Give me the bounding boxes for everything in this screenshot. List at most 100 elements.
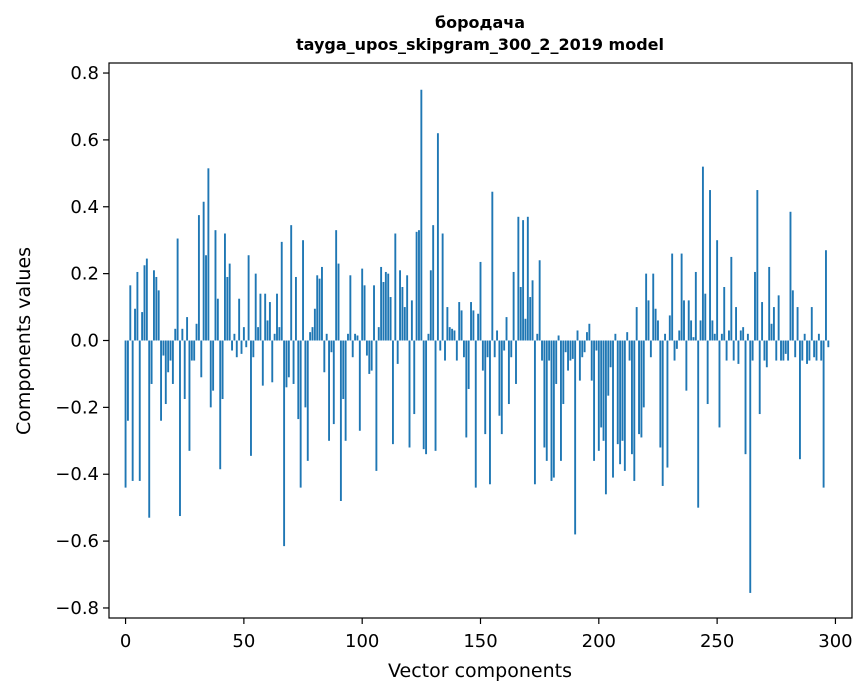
bar [441,233,444,341]
bar [647,300,650,341]
bar [730,256,733,341]
bar [699,320,702,341]
bar [306,340,309,461]
bar [349,275,352,341]
y-tick-label: 0.2 [70,264,99,285]
bar [420,89,423,341]
bar [188,340,191,451]
bar [827,340,830,348]
bar [247,255,250,341]
bar [654,308,657,341]
bar [126,340,129,421]
bar [765,340,768,368]
bar [226,276,229,341]
bar [628,340,631,361]
bar [742,327,745,341]
bar [657,320,659,341]
bar [649,340,652,358]
bar [595,340,598,351]
bar [789,211,792,341]
bar [642,340,645,408]
bar [136,271,139,341]
bar [124,340,127,488]
bar [242,327,245,341]
bar [467,340,470,389]
bar [176,238,179,341]
bar [179,340,181,517]
bar [311,327,314,341]
bar [183,340,186,400]
x-tick-label: 250 [700,631,734,652]
bar [347,333,349,341]
bar [680,253,683,341]
bar [685,340,688,391]
bar [794,340,797,358]
bar [496,330,499,341]
bar [607,340,610,396]
bar [318,278,321,341]
bar [825,250,827,341]
bar [687,300,690,341]
bar [245,340,248,348]
bar [555,340,558,384]
bar [673,340,676,361]
bar [339,340,342,501]
bar [335,230,338,341]
bar [709,190,711,341]
bar [609,340,612,368]
bar [538,260,541,341]
bar [330,340,333,353]
bar [415,231,418,341]
bar [543,340,546,448]
bar [157,290,160,341]
bar [351,340,354,358]
bar [803,333,806,341]
bar [470,302,472,341]
bar [756,190,759,341]
bar [238,298,241,341]
bar [422,340,425,450]
bar [493,340,496,358]
bar [517,216,520,341]
bar [746,333,749,341]
bar [148,340,151,518]
bar [259,293,262,341]
bar [214,230,217,341]
bar [597,340,600,451]
bar [512,271,515,341]
bar [550,340,553,481]
bar [216,298,219,341]
bar [806,340,808,364]
bar [321,266,323,341]
bar [810,307,813,341]
bar [266,320,269,341]
bar [427,333,430,341]
bar [181,328,184,341]
bar [510,340,513,358]
bar [578,340,581,381]
bar [292,340,295,384]
bar [602,340,605,441]
bar [342,340,345,400]
bar [200,340,203,378]
bar [410,300,413,341]
bar [164,340,167,405]
bar [145,258,148,341]
bar [268,302,271,341]
bar [529,297,532,341]
bar [600,340,603,428]
bar [526,216,529,341]
bar [694,271,697,341]
bar [768,266,771,341]
bar [212,340,215,391]
bar [399,270,401,341]
bar [515,340,517,384]
bar [240,340,243,354]
bar [337,263,340,341]
bar [382,281,385,341]
bar [380,266,383,341]
bar [545,340,548,461]
bar [403,307,406,341]
bar [373,285,375,341]
bar [799,340,801,460]
